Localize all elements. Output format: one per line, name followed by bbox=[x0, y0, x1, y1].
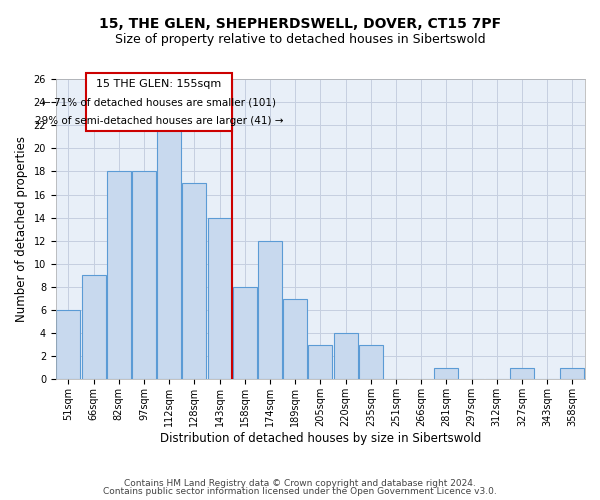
Bar bbox=[56, 310, 80, 380]
Bar bbox=[132, 172, 156, 380]
X-axis label: Distribution of detached houses by size in Sibertswold: Distribution of detached houses by size … bbox=[160, 432, 481, 445]
Bar bbox=[308, 345, 332, 380]
Bar bbox=[107, 172, 131, 380]
Bar bbox=[182, 183, 206, 380]
Bar bbox=[233, 287, 257, 380]
Bar bbox=[82, 276, 106, 380]
Text: Contains public sector information licensed under the Open Government Licence v3: Contains public sector information licen… bbox=[103, 487, 497, 496]
Bar bbox=[560, 368, 584, 380]
Bar bbox=[258, 241, 282, 380]
Text: 29% of semi-detached houses are larger (41) →: 29% of semi-detached houses are larger (… bbox=[35, 116, 283, 126]
Text: ← 71% of detached houses are smaller (101): ← 71% of detached houses are smaller (10… bbox=[42, 97, 276, 107]
Bar bbox=[208, 218, 232, 380]
Bar bbox=[434, 368, 458, 380]
Y-axis label: Number of detached properties: Number of detached properties bbox=[15, 136, 28, 322]
Text: Contains HM Land Registry data © Crown copyright and database right 2024.: Contains HM Land Registry data © Crown c… bbox=[124, 478, 476, 488]
Bar bbox=[359, 345, 383, 380]
Bar bbox=[334, 333, 358, 380]
FancyBboxPatch shape bbox=[86, 73, 232, 131]
Text: 15 THE GLEN: 155sqm: 15 THE GLEN: 155sqm bbox=[97, 78, 222, 88]
Text: 15, THE GLEN, SHEPHERDSWELL, DOVER, CT15 7PF: 15, THE GLEN, SHEPHERDSWELL, DOVER, CT15… bbox=[99, 18, 501, 32]
Bar bbox=[510, 368, 534, 380]
Bar bbox=[157, 125, 181, 380]
Text: Size of property relative to detached houses in Sibertswold: Size of property relative to detached ho… bbox=[115, 32, 485, 46]
Bar bbox=[283, 298, 307, 380]
